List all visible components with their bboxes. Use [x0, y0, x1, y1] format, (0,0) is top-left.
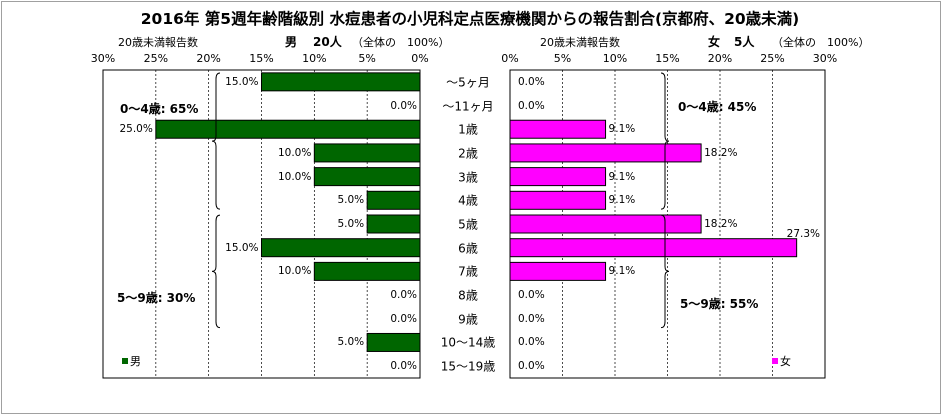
female-data-label: 27.3%	[786, 227, 820, 240]
female-header-name: 女	[708, 35, 721, 49]
male-tick-label: 25%	[143, 52, 169, 65]
male-tick-label: 5%	[358, 52, 376, 65]
category-label: 8歳	[458, 288, 478, 303]
male-tick-label: 10%	[302, 52, 327, 65]
male-data-label: 0.0%	[390, 312, 417, 325]
male-bar	[313, 167, 421, 187]
female-tick-label: 20%	[707, 52, 733, 65]
male-bar	[261, 238, 421, 258]
female-data-label: 0.0%	[518, 75, 545, 88]
category-label: ～5ヶ月	[446, 75, 490, 90]
male-header-count: 20人	[313, 35, 342, 49]
male-data-label: 5.0%	[337, 194, 365, 207]
female-bar	[509, 261, 607, 281]
category-label: ～11ヶ月	[442, 99, 494, 114]
male-tick-label: 0%	[411, 52, 429, 65]
male-data-label: 15.0%	[225, 241, 259, 254]
male-bracket-5-9	[211, 214, 221, 329]
category-label: 6歳	[458, 241, 478, 256]
female-legend: 女	[772, 353, 791, 369]
male-data-label: 10.0%	[277, 265, 312, 278]
female-data-label: 0.0%	[518, 360, 545, 373]
male-bar	[313, 261, 421, 281]
male-group-label-5-9: 5～9歳: 30%	[117, 291, 196, 305]
male-data-label: 5.0%	[337, 336, 365, 349]
female-tick-label: 25%	[760, 52, 785, 65]
female-data-label: 0.0%	[518, 289, 545, 302]
category-label: 15～19歳	[440, 359, 496, 374]
female-data-label: 9.1%	[608, 194, 636, 207]
male-header-name: 男	[285, 35, 298, 49]
female-data-label: 18.2%	[704, 218, 738, 230]
female-tick-label: 10%	[602, 52, 628, 65]
female-bar	[509, 167, 607, 187]
male-bar	[366, 214, 421, 234]
male-data-label: 0.0%	[390, 289, 417, 302]
female-bar	[509, 143, 702, 163]
female-bar	[509, 238, 798, 258]
male-tick-label: 30%	[90, 52, 116, 65]
male-axis-label: 20歳未満報告数	[118, 36, 198, 49]
female-legend-label: 女	[780, 355, 791, 368]
male-bracket-0-4	[211, 72, 221, 210]
male-bar	[155, 119, 421, 139]
male-bar	[313, 143, 421, 163]
male-tick-label: 15%	[249, 52, 274, 65]
female-header-total: （全体の 100%）	[772, 36, 870, 49]
category-label: 1歳	[458, 122, 478, 137]
female-data-label: 9.1%	[608, 265, 636, 278]
category-label: 7歳	[458, 264, 478, 279]
female-axis-label: 20歳未満報告数	[540, 36, 620, 49]
female-data-label: 9.1%	[608, 123, 636, 136]
female-legend-swatch	[772, 358, 778, 364]
female-tick-label: 15%	[655, 52, 680, 65]
male-data-label: 5.0%	[337, 218, 365, 230]
male-data-label: 10.0%	[277, 146, 312, 159]
female-bar	[509, 214, 702, 234]
male-data-label: 25.0%	[119, 123, 153, 136]
category-label: 9歳	[458, 312, 478, 327]
male-legend: 男	[122, 353, 141, 369]
chart-title: 2016年 第5週年齢階級別 水痘患者の小児科定点医療機関からの報告割合(京都府…	[140, 10, 800, 28]
female-data-label: 0.0%	[518, 99, 545, 112]
male-data-label: 15.0%	[225, 75, 259, 88]
female-header-count: 5人	[734, 35, 755, 49]
male-legend-swatch	[122, 358, 128, 364]
female-data-label: 0.0%	[518, 312, 545, 325]
male-tick-label: 20%	[196, 52, 221, 65]
female-group-label-0-4: 0～4歳: 45%	[678, 100, 757, 114]
male-data-label: 10.0%	[277, 170, 312, 183]
male-data-label: 0.0%	[390, 99, 417, 112]
female-data-label: 18.2%	[704, 146, 738, 159]
female-bracket-5-9	[660, 214, 670, 329]
category-label: 10～14歳	[440, 335, 496, 350]
male-legend-label: 男	[130, 355, 141, 368]
male-data-label: 0.0%	[390, 360, 417, 373]
category-label: 3歳	[458, 170, 478, 185]
female-bar	[509, 119, 607, 139]
male-bar	[261, 72, 421, 92]
category-label: 2歳	[458, 146, 478, 161]
female-group-label-5-9: 5～9歳: 55%	[680, 297, 759, 311]
female-bracket-0-4	[660, 72, 670, 210]
female-tick-label: 30%	[812, 52, 838, 65]
female-bar	[509, 190, 607, 210]
female-tick-label: 0%	[501, 52, 519, 65]
male-bar	[366, 190, 421, 210]
male-header-total: （全体の 100%）	[352, 36, 450, 49]
male-group-label-0-4: 0～4歳: 65%	[120, 102, 199, 116]
category-label: 5歳	[458, 217, 478, 232]
category-label: 4歳	[458, 193, 478, 208]
male-bar	[366, 332, 421, 352]
female-data-label: 0.0%	[518, 336, 545, 349]
female-tick-label: 5%	[553, 52, 572, 65]
female-data-label: 9.1%	[608, 170, 636, 183]
